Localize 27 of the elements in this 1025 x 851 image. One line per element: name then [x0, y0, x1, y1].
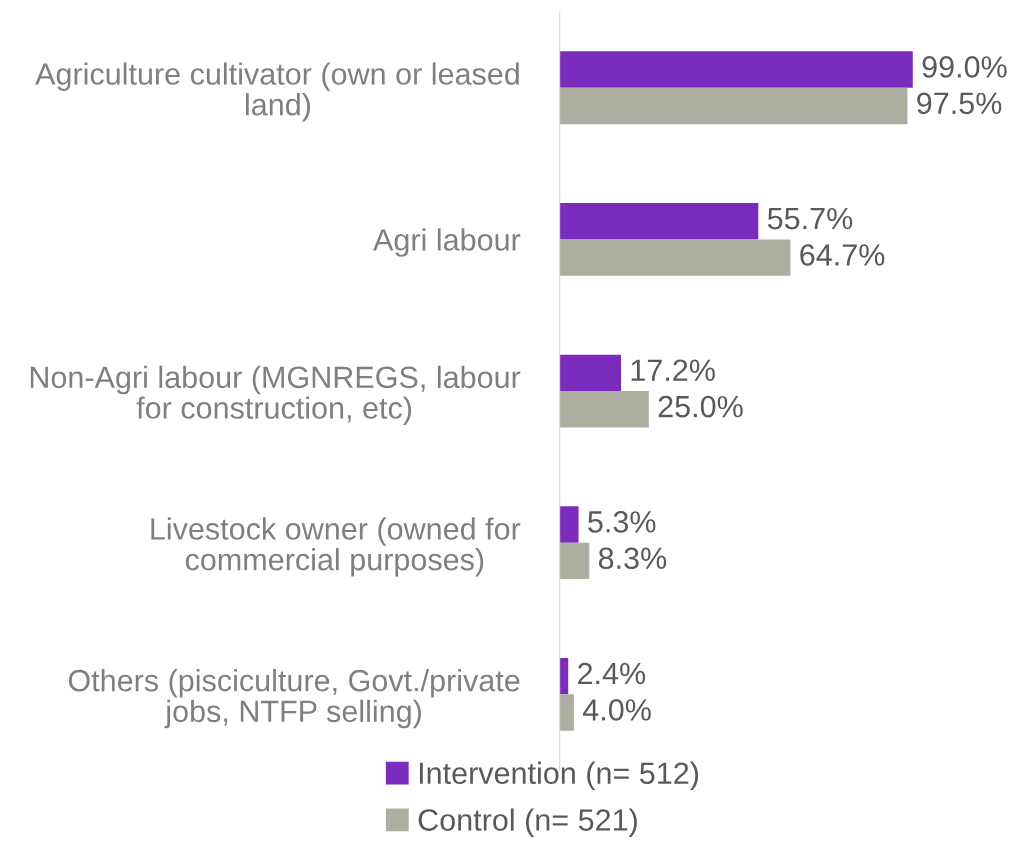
- data-label: 2.4%: [578, 662, 646, 685]
- data-label: 8.3%: [598, 547, 667, 570]
- bar: [559, 391, 649, 428]
- data-label: 64.7%: [800, 244, 885, 266]
- y-tick-label: Agri labour: [373, 228, 521, 257]
- bar: [559, 354, 621, 392]
- y-tick-label: Agriculture cultivator (own or leased land): [35, 62, 519, 122]
- data-label: 55.7%: [767, 207, 853, 230]
- data-label: 4.0%: [582, 699, 651, 721]
- y-tick-label: Others (pisciculture, Govt./private jobs, NTFP selling): [68, 669, 520, 729]
- data-label: 25.0%: [658, 395, 743, 418]
- data-label: 99.0%: [922, 56, 1007, 78]
- data-label: 97.5%: [917, 92, 1002, 115]
- bar: [559, 239, 791, 276]
- data-label: 5.3%: [588, 511, 656, 533]
- bar: [559, 506, 579, 543]
- bar: [559, 657, 569, 695]
- y-tick-label: Livestock owner (owned for commercial purposes): [151, 517, 521, 577]
- y-tick-label: Non-Agri labour (MGNREGS, labour for construction, etc): [30, 365, 521, 425]
- data-label: 17.2%: [631, 359, 715, 381]
- bar: [559, 87, 908, 125]
- bar: [559, 542, 590, 580]
- bar: [559, 51, 913, 88]
- bar: [559, 202, 759, 240]
- legend-label: Control (n= 521): [418, 808, 637, 837]
- legend-label: Intervention (n= 512): [419, 761, 699, 791]
- bar: [559, 694, 574, 731]
